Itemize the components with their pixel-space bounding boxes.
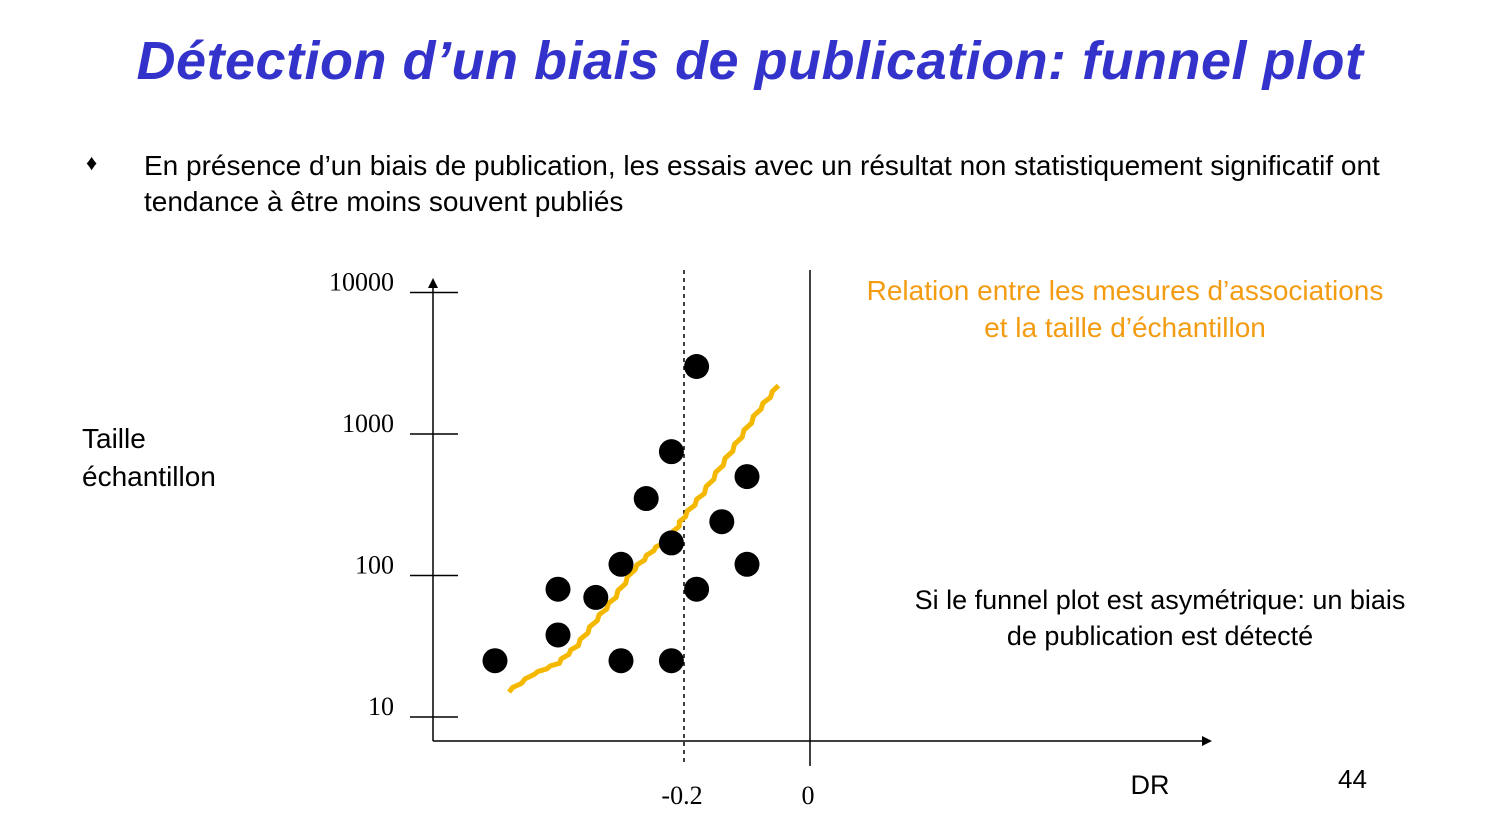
data-point [709,509,735,535]
bullet-text: En présence d’un biais de publication, l… [144,150,1380,217]
x-axis-label: DR [1131,770,1170,800]
data-point [734,464,760,490]
data-point [608,551,634,577]
data-point [633,486,659,512]
y-tick-label: 10000 [329,268,394,297]
page-number: 44 [1338,764,1367,794]
data-point [608,648,634,674]
data-point [658,530,684,556]
data-point [482,648,508,674]
trend-line [507,383,781,694]
data-point [658,648,684,674]
y-tick-label: 1000 [342,409,394,438]
slide-title: Détection d’un biais de publication: fun… [136,31,1364,91]
axes [428,278,1212,746]
data-point [684,353,710,379]
data-point [658,439,684,465]
diamond-bullet-icon: ♦ [86,150,98,175]
x-tick-label: 0 [802,781,815,810]
note-asymmetry: Si le funnel plot est asymétrique: un bi… [914,585,1406,651]
y-axis-label: Taille échantillon [82,423,216,492]
ticks: 10 100 1000 10000 -0.2 0 [329,268,815,811]
note-relation: Relation entre les mesures d’association… [866,275,1384,343]
trend-line-group [507,383,781,694]
data-point [545,622,571,648]
y-tick-label: 100 [355,551,394,580]
x-tick-label: -0.2 [661,781,702,810]
reference-lines [683,270,811,766]
y-tick-label: 10 [368,692,394,721]
data-point [545,576,571,602]
data-points [482,353,760,674]
data-point [684,576,710,602]
data-point [734,551,760,577]
data-point [583,584,609,610]
